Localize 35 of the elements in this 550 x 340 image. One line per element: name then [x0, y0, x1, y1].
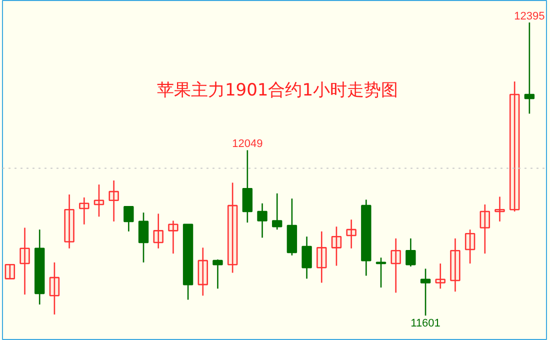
candlestick — [198, 247, 208, 296]
annotation: 12049 — [232, 138, 263, 150]
candlestick — [494, 196, 505, 222]
candlestick — [64, 194, 74, 250]
candlestick — [242, 150, 253, 224]
candlestick — [79, 196, 90, 226]
candlestick — [450, 238, 460, 292]
candlestick — [464, 228, 476, 264]
candlestick — [138, 212, 149, 264]
candlestick — [406, 238, 416, 268]
candlestick — [316, 230, 327, 284]
candlestick — [168, 220, 178, 254]
candlestick — [49, 262, 60, 316]
candlestick — [108, 180, 119, 222]
candlestick — [212, 258, 223, 290]
candlestick — [435, 262, 446, 290]
candlestick — [227, 182, 238, 274]
candlestick — [272, 192, 282, 230]
candlestick — [20, 227, 30, 296]
candlestick — [390, 238, 401, 294]
candlestick — [153, 213, 164, 250]
annotation: 12395 — [514, 10, 545, 22]
candlestick — [94, 184, 104, 218]
candlestick — [480, 204, 490, 254]
candlestick — [509, 80, 520, 212]
candlestick — [524, 22, 535, 114]
candlestick — [346, 218, 356, 250]
candlestick — [302, 236, 312, 280]
candlestick — [4, 264, 16, 280]
candlestick — [257, 202, 268, 238]
candlestick — [124, 206, 134, 232]
text: 苹果主力1901合约1小时走势图 — [156, 80, 398, 100]
candlestick — [331, 226, 342, 266]
candlestick — [420, 268, 431, 316]
annotation: 11601 — [410, 318, 440, 330]
